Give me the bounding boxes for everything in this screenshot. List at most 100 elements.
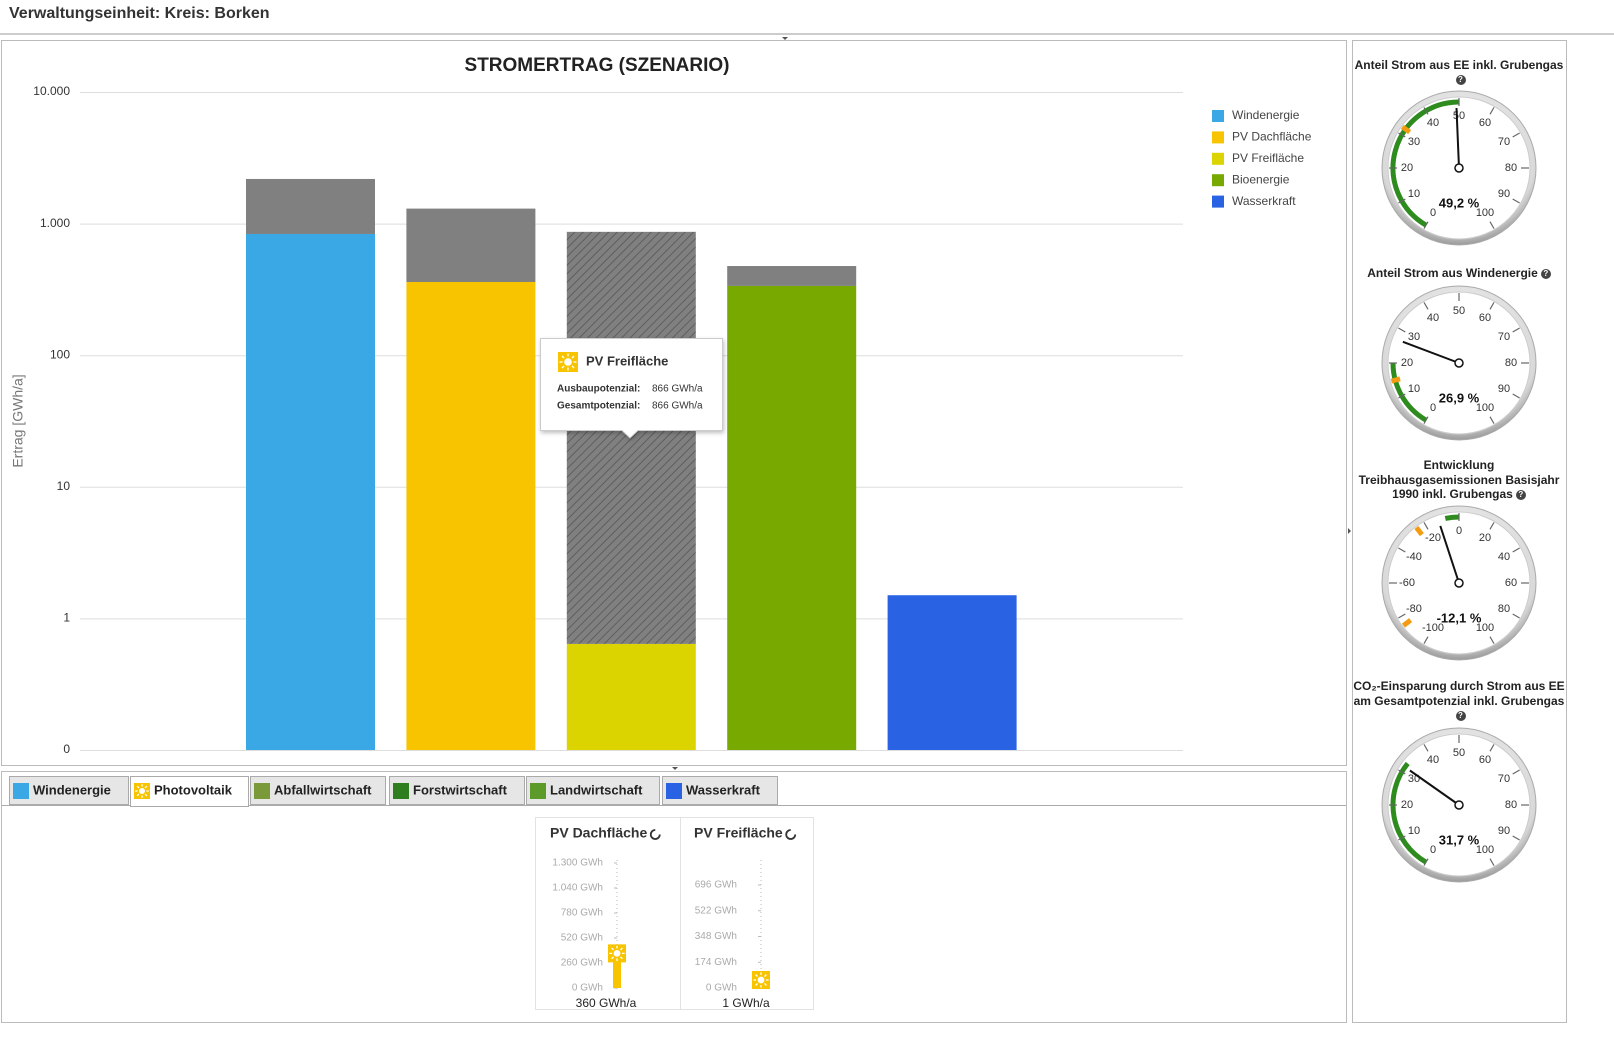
gauge-tick-label: 50 — [1453, 305, 1465, 317]
gauge-tick — [1489, 744, 1495, 752]
legend-swatch — [1212, 195, 1224, 208]
gauge-tick-label: 100 — [1476, 402, 1494, 414]
gauge-tick-label: 60 — [1479, 754, 1491, 766]
gauge-target — [1414, 525, 1424, 537]
legend-swatch — [1212, 152, 1224, 165]
tab[interactable] — [526, 776, 660, 805]
gauge-tick-label: 20 — [1401, 357, 1413, 369]
tab-label[interactable]: Wasserkraft — [686, 782, 761, 797]
y-tick-label: 1 — [63, 611, 70, 625]
gauge-pivot — [1454, 800, 1464, 810]
legend-label: Windenergie — [1232, 108, 1300, 122]
gauge-tick — [1512, 132, 1520, 138]
help-icon[interactable]: ? — [1455, 710, 1466, 721]
collapse-arrow[interactable] — [672, 767, 678, 770]
tab[interactable] — [9, 776, 129, 805]
sun-ray — [561, 355, 565, 359]
gauge-title: Entwicklung Treibhausgasemissionen Basis… — [1352, 458, 1566, 502]
sun-ray — [620, 956, 623, 960]
gauge-tick — [1423, 858, 1429, 866]
sun-icon — [564, 358, 572, 366]
gauge-value: 49,2 % — [1439, 195, 1480, 210]
gauge-tick-label: 30 — [1408, 773, 1420, 785]
gauge-tick — [1398, 835, 1406, 841]
tab-label[interactable]: Abfallwirtschaft — [274, 782, 372, 797]
legend-label: PV Dachfläche — [1232, 130, 1312, 144]
y-tick-label: 10.000 — [33, 84, 70, 98]
gauge-tick — [1398, 132, 1406, 138]
gauge-pivot — [1454, 578, 1464, 588]
help-icon[interactable]: ? — [1540, 268, 1551, 279]
help-icon[interactable]: ? — [1515, 489, 1526, 500]
gauge-tick — [1512, 393, 1520, 399]
tab-label[interactable]: Windenergie — [33, 782, 111, 797]
gauge-target — [1400, 124, 1412, 135]
gauge-tick-label: 100 — [1476, 622, 1494, 634]
gauge-title: Anteil Strom aus Windenergie? — [1352, 266, 1566, 281]
gauge-title-text: CO₂-Einsparung durch Strom aus EE am Ges… — [1353, 679, 1565, 708]
gauge-tick-label: -40 — [1406, 551, 1422, 563]
gauge-tick — [1512, 547, 1520, 553]
tab-label[interactable]: Landwirtschaft — [550, 782, 643, 797]
gauge-tick — [1489, 107, 1495, 115]
sun-ray — [144, 785, 148, 789]
gauge-tick — [1423, 221, 1429, 229]
slider-title: PV Dachfläche — [550, 825, 647, 841]
tab-label[interactable]: Photovoltaik — [154, 782, 233, 797]
gauge-tick-label: 80 — [1498, 603, 1510, 615]
tab-icon — [666, 783, 682, 799]
gauge-tick — [1512, 835, 1520, 841]
gauge-tick — [1489, 636, 1495, 644]
gauge-tick — [1512, 769, 1520, 775]
tab[interactable] — [389, 776, 525, 805]
gauge-tick-label: 80 — [1505, 357, 1517, 369]
reset-icon[interactable] — [785, 829, 797, 840]
gauge-tick — [1489, 416, 1495, 424]
sun-ray — [571, 365, 575, 369]
gauge-tick-label: 80 — [1505, 162, 1517, 174]
slider-fill — [613, 953, 621, 988]
tooltip-value: 866 GWh/a — [652, 384, 703, 395]
gauge-title-text: Entwicklung Treibhausgasemissionen Basis… — [1358, 458, 1560, 501]
slider-tick-label: 348 GWh — [695, 931, 737, 942]
sun-ray — [571, 355, 575, 359]
gauge-tick-label: 10 — [1408, 825, 1420, 837]
help-icon[interactable]: ? — [1455, 75, 1466, 86]
gauge-tick-label: -100 — [1422, 622, 1444, 634]
gauge-tick — [1512, 327, 1520, 333]
slider-tick-label: 696 GWh — [695, 880, 737, 891]
tooltip-value: 866 GWh/a — [652, 401, 703, 412]
gauge-tick-label: 40 — [1427, 312, 1439, 324]
slider-tick-label: 1.300 GWh — [552, 858, 603, 869]
gauge-value: -12,1 % — [1437, 610, 1482, 625]
gauge-tick-label: 10 — [1408, 383, 1420, 395]
collapse-arrow[interactable] — [782, 37, 788, 40]
legend-label: Bioenergie — [1232, 172, 1290, 186]
gauge-tick-label: 50 — [1453, 110, 1465, 122]
slider-tick-label: 522 GWh — [695, 905, 737, 916]
sun-icon — [757, 976, 765, 984]
sun-ray — [755, 983, 758, 986]
gauge-tick-label: 100 — [1476, 207, 1494, 219]
gauge-tick — [1398, 327, 1406, 333]
gauge-target — [1401, 618, 1413, 628]
tab-active[interactable] — [130, 776, 249, 807]
slider-tick-label: 520 GWh — [561, 933, 603, 944]
tab[interactable] — [250, 776, 386, 805]
gauge-needle — [1439, 525, 1460, 584]
gauge-tick-label: 40 — [1427, 117, 1439, 129]
sun-ray — [755, 974, 758, 977]
reset-icon[interactable] — [649, 829, 661, 840]
gauge-tick-label: 70 — [1498, 331, 1510, 343]
collapse-arrow[interactable] — [1348, 528, 1351, 534]
gauge-tick-label: 70 — [1498, 136, 1510, 148]
slider-tick-label: 0 GWh — [706, 983, 737, 994]
legend-swatch — [1212, 110, 1224, 122]
gauge-tick-label: 100 — [1476, 844, 1494, 856]
bar — [246, 233, 375, 750]
gauge-tick-label: 20 — [1401, 799, 1413, 811]
tab-label[interactable]: Forstwirtschaft — [413, 782, 508, 797]
sun-ray — [144, 793, 148, 797]
y-tick-label: 100 — [50, 347, 70, 361]
sun-icon — [138, 787, 146, 795]
